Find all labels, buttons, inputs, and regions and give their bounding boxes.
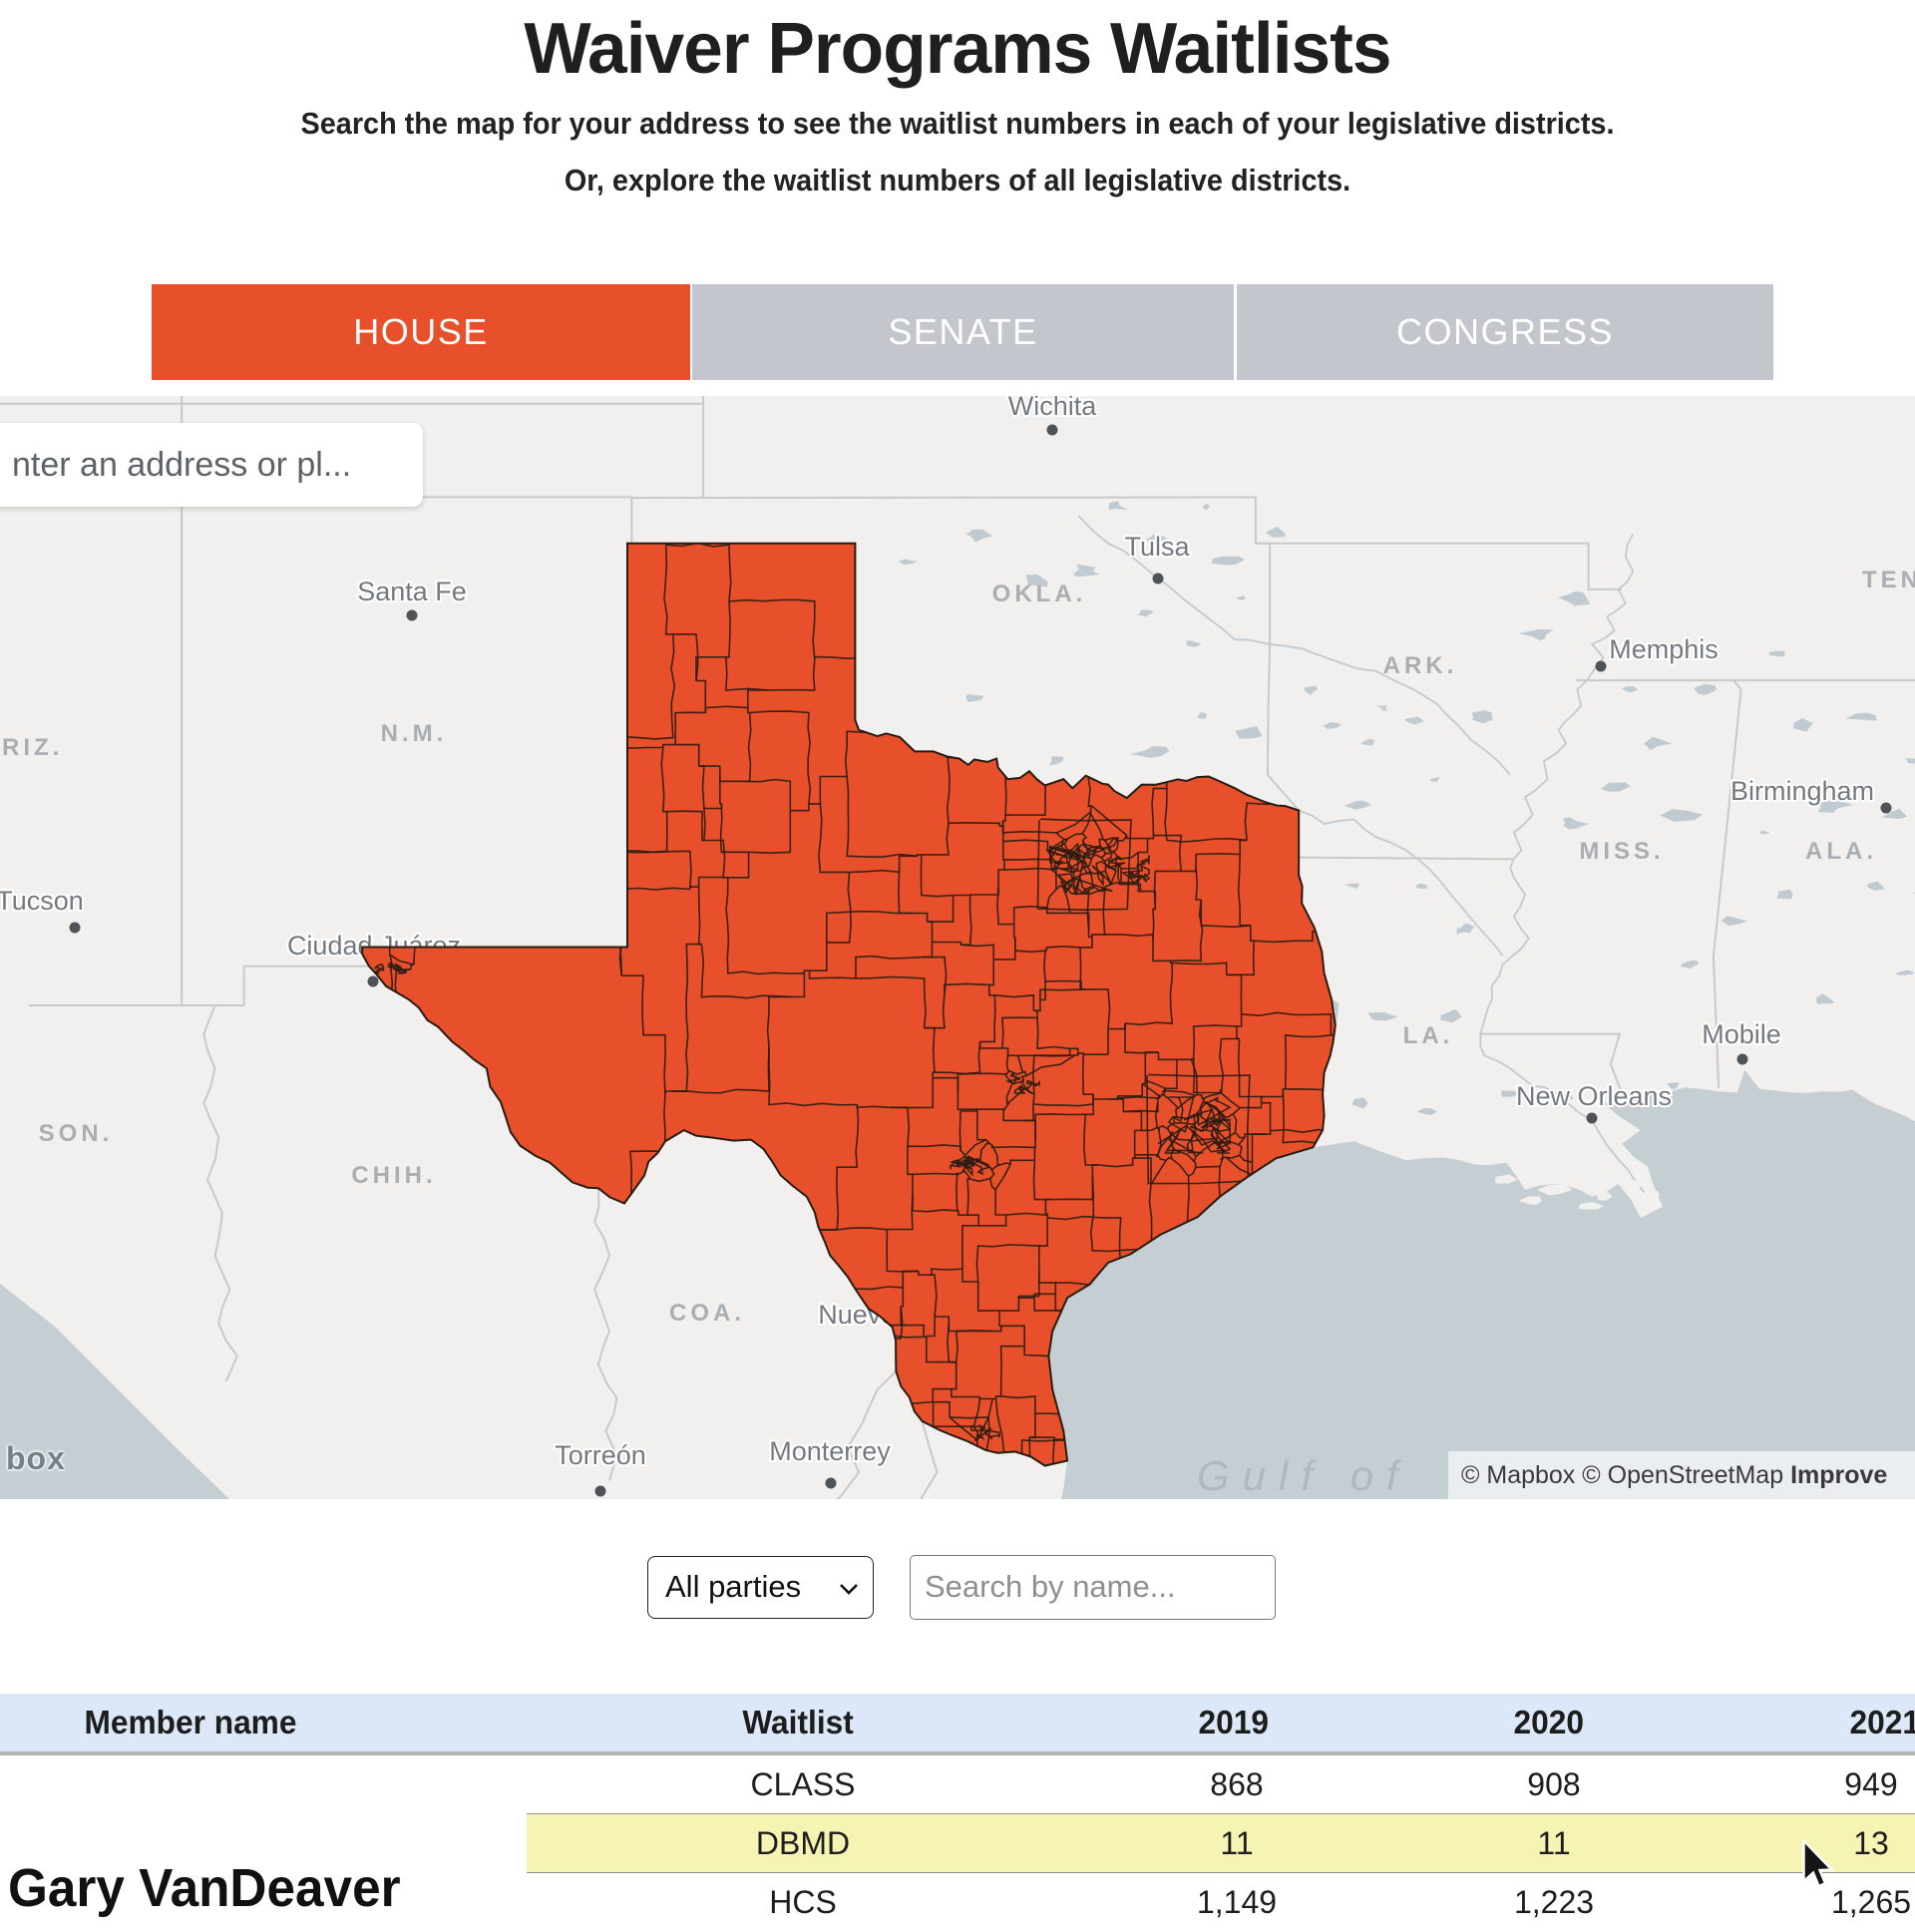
svg-text:OKLA.: OKLA.: [992, 580, 1087, 607]
svg-text:Monterrey: Monterrey: [769, 1436, 891, 1466]
svg-text:Birmingham: Birmingham: [1730, 776, 1874, 806]
svg-text:TENN: TENN: [1862, 567, 1915, 593]
svg-text:Memphis: Memphis: [1609, 634, 1719, 664]
svg-text:ALA.: ALA.: [1805, 838, 1877, 865]
svg-text:Torreón: Torreón: [555, 1440, 646, 1470]
svg-text:RIZ.: RIZ.: [2, 734, 63, 761]
svg-text:New Orleans: New Orleans: [1516, 1081, 1672, 1111]
svg-text:Mobile: Mobile: [1702, 1019, 1781, 1049]
svg-text:LA.: LA.: [1403, 1022, 1454, 1049]
svg-text:ARK.: ARK.: [1383, 652, 1458, 679]
svg-text:N.M.: N.M.: [381, 720, 448, 747]
svg-text:Gulf of: Gulf of: [1197, 1452, 1411, 1499]
svg-text:COA.: COA.: [669, 1300, 745, 1327]
svg-text:SON.: SON.: [39, 1120, 114, 1147]
svg-text:Tulsa: Tulsa: [1124, 532, 1190, 562]
svg-text:CHIH.: CHIH.: [351, 1162, 436, 1189]
svg-text:Wichita: Wichita: [1008, 396, 1097, 421]
svg-text:Tucson: Tucson: [0, 886, 84, 916]
svg-text:MISS.: MISS.: [1579, 838, 1664, 865]
svg-text:Santa Fe: Santa Fe: [357, 577, 467, 606]
